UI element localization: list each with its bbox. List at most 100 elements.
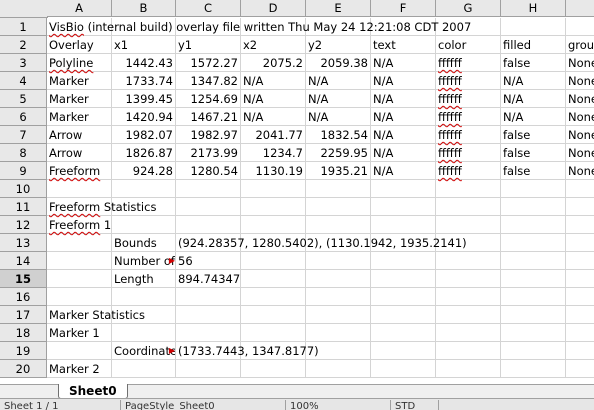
grid-cell[interactable] <box>371 198 436 216</box>
grid-cell[interactable] <box>436 234 501 252</box>
grid-cell[interactable] <box>241 162 306 180</box>
grid-cell[interactable] <box>436 324 501 342</box>
grid-cell[interactable] <box>371 342 436 360</box>
cell-i5[interactable]: None <box>566 90 594 108</box>
grid-cell[interactable] <box>436 270 501 288</box>
grid-cell[interactable] <box>501 252 566 270</box>
cell-b13[interactable]: Bounds <box>112 234 176 252</box>
status-pagestyle[interactable]: PageStyle_Sheet0 <box>120 400 215 410</box>
grid-cell[interactable] <box>436 162 501 180</box>
grid-cell[interactable] <box>436 216 501 234</box>
cell-h2[interactable]: filled <box>501 36 566 54</box>
grid-cell[interactable] <box>306 180 371 198</box>
cell-f4[interactable]: N/A <box>371 72 436 90</box>
row-header[interactable]: 15 <box>0 270 47 288</box>
grid-cell[interactable] <box>371 288 436 306</box>
grid-cell[interactable] <box>501 270 566 288</box>
cell-c15[interactable]: 894.74347 <box>176 270 241 288</box>
column-header-a[interactable]: A <box>47 0 112 17</box>
cell-c4[interactable]: 1347.82 <box>176 72 241 90</box>
cell-g6[interactable]: ffffff <box>436 108 501 126</box>
row-header[interactable]: 14 <box>0 252 47 270</box>
row-header[interactable]: 4 <box>0 72 47 90</box>
grid-cell[interactable] <box>47 162 112 180</box>
row-header[interactable]: 3 <box>0 54 47 72</box>
cell-a8[interactable]: Arrow <box>47 144 112 162</box>
select-all-corner[interactable] <box>0 0 48 18</box>
grid-cell[interactable] <box>306 342 371 360</box>
grid-cell[interactable] <box>112 108 176 126</box>
sheet-tab-sheet0[interactable]: Sheet0 <box>58 384 128 399</box>
cell-a17[interactable]: Marker Statistics <box>47 306 145 324</box>
grid-cell[interactable] <box>306 144 371 162</box>
grid-cell[interactable] <box>241 288 306 306</box>
cell-b6[interactable]: 1420.94 <box>112 108 176 126</box>
cell-i7[interactable]: None <box>566 126 594 144</box>
grid-cell[interactable] <box>306 36 371 54</box>
grid-cell[interactable] <box>47 126 112 144</box>
grid-cell[interactable] <box>371 306 436 324</box>
grid-cell[interactable] <box>306 288 371 306</box>
grid-cell[interactable] <box>47 36 112 54</box>
grid-cell[interactable] <box>306 234 371 252</box>
cell-f3[interactable]: N/A <box>371 54 436 72</box>
grid-cell[interactable] <box>501 342 566 360</box>
grid-cell[interactable] <box>176 108 241 126</box>
cell-c19[interactable]: (1733.7443, 1347.8177) <box>176 342 319 360</box>
grid-cell[interactable] <box>241 234 306 252</box>
grid-cell[interactable] <box>371 162 436 180</box>
grid-cell[interactable] <box>176 36 241 54</box>
grid-cell[interactable] <box>501 54 566 72</box>
cell-e4[interactable]: N/A <box>306 72 371 90</box>
cell-h6[interactable]: N/A <box>501 108 566 126</box>
grid-cell[interactable] <box>501 108 566 126</box>
grid-cell[interactable] <box>566 126 594 144</box>
cell-c7[interactable]: 1982.97 <box>176 126 241 144</box>
grid-cell[interactable] <box>306 162 371 180</box>
grid-cell[interactable] <box>241 90 306 108</box>
row-header[interactable]: 19 <box>0 342 47 360</box>
cell-b9[interactable]: 924.28 <box>112 162 176 180</box>
grid-cell[interactable] <box>436 90 501 108</box>
grid-cell[interactable] <box>306 54 371 72</box>
grid-cell[interactable] <box>241 54 306 72</box>
cell-e9[interactable]: 1935.21 <box>306 162 371 180</box>
cell-f2[interactable]: text <box>371 36 436 54</box>
cell-a3[interactable]: Polyline <box>47 54 112 72</box>
grid-cell[interactable] <box>436 252 501 270</box>
grid-cell[interactable] <box>306 252 371 270</box>
grid-cell[interactable] <box>501 216 566 234</box>
row-header[interactable]: 6 <box>0 108 47 126</box>
grid-cell[interactable] <box>176 306 241 324</box>
column-header-i[interactable]: I <box>566 0 594 17</box>
grid-cell[interactable] <box>176 126 241 144</box>
grid-cell[interactable] <box>241 72 306 90</box>
cell-g9[interactable]: ffffff <box>436 162 501 180</box>
grid-cell[interactable] <box>47 288 112 306</box>
grid-cell[interactable] <box>566 270 594 288</box>
cell-g3[interactable]: ffffff <box>436 54 501 72</box>
grid-cell[interactable] <box>436 72 501 90</box>
cell-d4[interactable]: N/A <box>241 72 306 90</box>
row-header[interactable]: 18 <box>0 324 47 342</box>
grid-cell[interactable] <box>241 18 306 36</box>
cell-c2[interactable]: y1 <box>176 36 241 54</box>
row-header[interactable]: 11 <box>0 198 47 216</box>
grid-cell[interactable] <box>241 126 306 144</box>
grid-cell[interactable] <box>436 342 501 360</box>
cell-f5[interactable]: N/A <box>371 90 436 108</box>
grid-cell[interactable] <box>241 36 306 54</box>
grid-cell[interactable] <box>306 306 371 324</box>
cell-i6[interactable]: None <box>566 108 594 126</box>
cell-g5[interactable]: ffffff <box>436 90 501 108</box>
cell-e5[interactable]: N/A <box>306 90 371 108</box>
cell-c13[interactable]: (924.28357, 1280.5402), (1130.1942, 1935… <box>176 234 467 252</box>
grid-cell[interactable] <box>47 54 112 72</box>
grid-cell[interactable] <box>371 360 436 378</box>
grid-cell[interactable] <box>566 72 594 90</box>
grid-cell[interactable] <box>566 324 594 342</box>
grid-cell[interactable] <box>112 54 176 72</box>
grid-cell[interactable] <box>436 180 501 198</box>
cell-h8[interactable]: false <box>501 144 566 162</box>
grid-cell[interactable] <box>176 324 241 342</box>
